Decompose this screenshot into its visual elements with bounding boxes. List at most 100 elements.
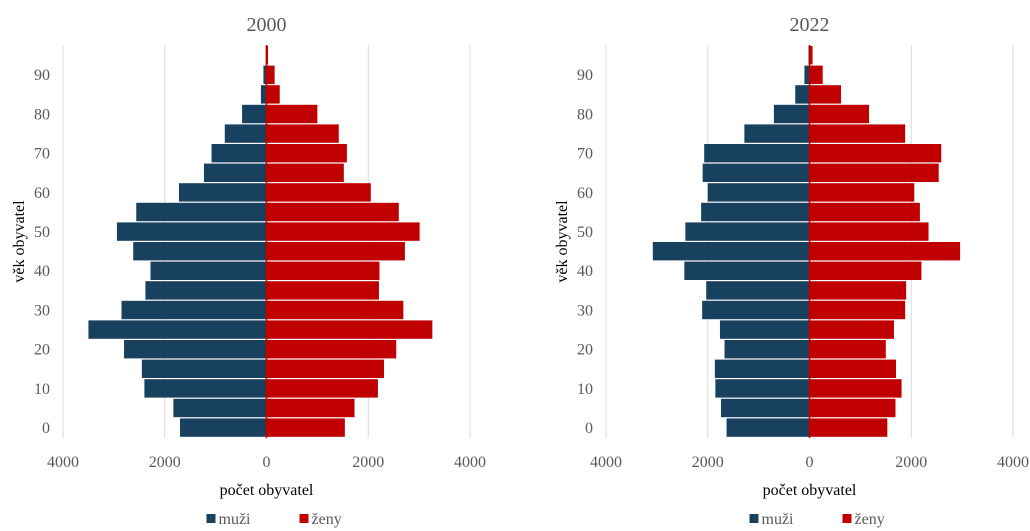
bar-male-age-40 <box>150 261 267 280</box>
x-tick-label: 4000 <box>454 454 486 471</box>
bar-female-age-45 <box>266 242 405 261</box>
bar-male-age-0 <box>180 418 267 437</box>
x-tick-label: 4000 <box>997 454 1029 471</box>
y-tick-label: 40 <box>34 263 50 280</box>
bar-male-age-5 <box>173 398 267 418</box>
y-tick-label: 40 <box>577 263 593 280</box>
bar-male-age-75 <box>744 124 810 143</box>
legend-swatch-female <box>299 514 309 523</box>
legend-label-male: muži <box>762 511 795 528</box>
bar-male-age-55 <box>136 202 267 222</box>
pyramid-svg-2000: 2000 0 10 20 30 40 50 60 70 80 90 4000 2000 0 2000 4000… <box>11 14 486 528</box>
bar-male-age-75 <box>224 124 267 143</box>
bar-female-age-25 <box>809 320 894 339</box>
bar-male-age-65 <box>203 163 267 182</box>
bar-male-age-5 <box>720 398 810 418</box>
legend-swatch-male <box>206 514 216 523</box>
bar-male-age-15 <box>141 359 267 378</box>
y-tick-label: 10 <box>577 381 593 398</box>
bar-female-age-95 <box>266 46 269 65</box>
y-tick-label: 70 <box>34 146 50 163</box>
y-tick-label: 30 <box>577 302 593 319</box>
bar-male-age-40 <box>684 261 810 280</box>
bar-female-age-60 <box>266 183 371 202</box>
y-tick-label: 0 <box>42 420 50 437</box>
bar-male-age-60 <box>707 183 810 202</box>
chart-title: 2000 <box>247 14 287 36</box>
bar-female-age-95 <box>809 46 813 65</box>
x-tick-label: 2000 <box>352 454 384 471</box>
x-tick-label: 4000 <box>590 454 622 471</box>
legend-label-female: ženy <box>855 511 885 528</box>
bar-female-age-5 <box>809 398 896 418</box>
legend-swatch-male <box>749 514 759 523</box>
bar-male-age-35 <box>706 281 810 300</box>
x-axis-label: počet obyvatel <box>220 482 314 499</box>
bar-male-age-80 <box>773 104 810 124</box>
bar-male-age-10 <box>715 379 810 398</box>
bar-male-age-20 <box>724 340 810 359</box>
legend-swatch-female <box>842 514 852 523</box>
y-tick-label: 20 <box>34 342 50 359</box>
y-tick-label: 10 <box>34 381 50 398</box>
y-tick-label: 70 <box>577 146 593 163</box>
pyramid-chart-2022: 2022 0 10 20 30 40 50 60 70 80 90 4000 2000 0 2000 4000… <box>543 0 1030 531</box>
bar-female-age-70 <box>809 144 942 163</box>
y-tick-label: 20 <box>577 342 593 359</box>
bar-female-age-15 <box>266 359 385 378</box>
pyramid-svg-2022: 2022 0 10 20 30 40 50 60 70 80 90 4000 2000 0 2000 4000… <box>554 14 1029 528</box>
bar-male-age-70 <box>704 144 810 163</box>
y-tick-label: 90 <box>577 67 593 84</box>
bar-female-age-40 <box>809 261 922 280</box>
bar-male-age-0 <box>726 418 810 437</box>
x-tick-label: 0 <box>263 454 271 471</box>
x-tick-label: 2000 <box>895 454 927 471</box>
x-tick-label: 2000 <box>149 454 181 471</box>
y-tick-label: 80 <box>577 106 593 123</box>
bar-female-age-30 <box>266 300 404 320</box>
bar-female-age-30 <box>809 300 906 320</box>
bar-male-age-45 <box>652 242 810 261</box>
bar-female-age-90 <box>266 65 275 84</box>
bar-male-age-10 <box>144 379 267 398</box>
bar-female-age-45 <box>809 242 961 261</box>
bar-male-age-55 <box>701 202 810 222</box>
bar-female-age-35 <box>266 281 379 300</box>
bar-male-age-70 <box>211 144 267 163</box>
y-tick-label: 50 <box>577 224 593 241</box>
bar-male-age-50 <box>685 222 810 241</box>
bar-female-age-50 <box>809 222 929 241</box>
bar-male-age-65 <box>702 163 810 182</box>
bar-female-age-55 <box>809 202 920 222</box>
x-tick-label: 2000 <box>692 454 724 471</box>
y-tick-label: 60 <box>577 185 593 202</box>
x-axis-label: počet obyvatel <box>763 482 857 499</box>
bar-female-age-65 <box>266 163 344 182</box>
y-tick-label: 80 <box>34 106 50 123</box>
bar-female-age-90 <box>809 65 823 84</box>
bar-male-age-30 <box>121 300 267 320</box>
bar-female-age-65 <box>809 163 939 182</box>
bar-female-age-80 <box>266 104 318 124</box>
legend-label-female: ženy <box>312 511 342 528</box>
bar-female-age-75 <box>266 124 339 143</box>
bar-male-age-85 <box>795 85 810 104</box>
bar-female-age-75 <box>809 124 906 143</box>
bar-male-age-90 <box>263 65 267 84</box>
bar-female-age-20 <box>266 340 397 359</box>
bar-male-age-90 <box>804 65 810 84</box>
bar-female-age-85 <box>266 85 280 104</box>
y-axis-label: věk obyvatel <box>554 200 571 283</box>
bar-female-age-0 <box>809 418 888 437</box>
bar-female-age-5 <box>266 398 355 418</box>
bar-female-age-85 <box>809 85 842 104</box>
bar-female-age-15 <box>809 359 896 378</box>
bar-female-age-25 <box>266 320 433 339</box>
bar-male-age-25 <box>719 320 810 339</box>
bar-female-age-50 <box>266 222 420 241</box>
bar-male-age-45 <box>133 242 267 261</box>
bar-female-age-60 <box>809 183 915 202</box>
y-tick-label: 0 <box>585 420 593 437</box>
y-tick-label: 90 <box>34 67 50 84</box>
bar-male-age-30 <box>702 300 810 320</box>
